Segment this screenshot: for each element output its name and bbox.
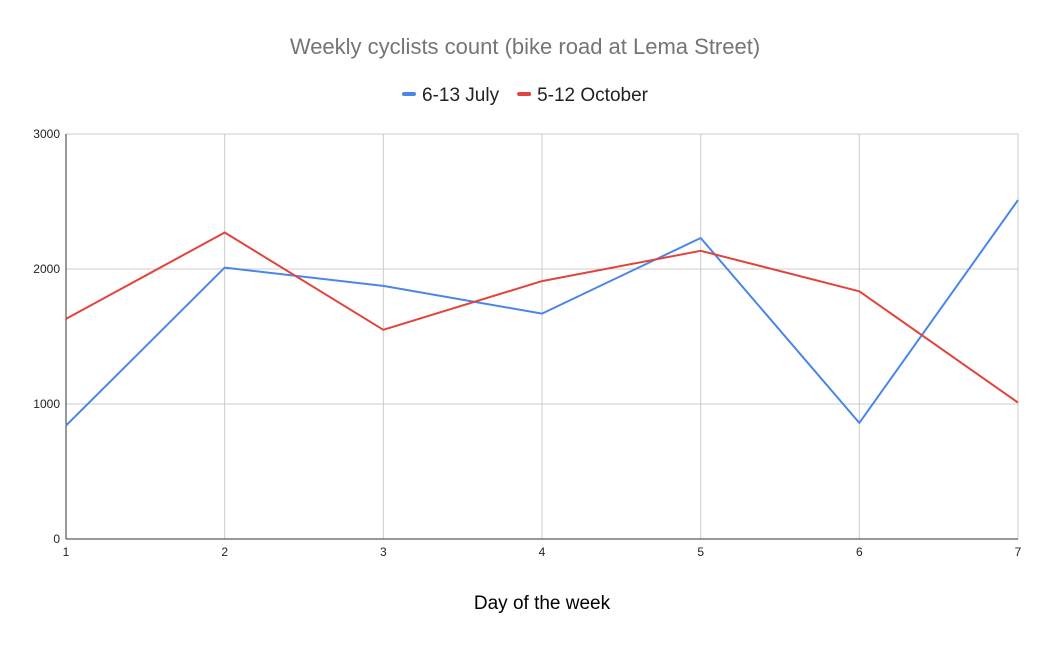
- y-tick-label: 0: [53, 532, 60, 546]
- legend-item-1: 6-13 July: [401, 85, 500, 106]
- x-tick-label: 3: [380, 545, 387, 559]
- x-tick-label: 5: [697, 545, 704, 559]
- x-axis-ticks: 1 2 3 4 5 6 7: [63, 545, 1022, 559]
- series-line-1: [65, 199, 1019, 427]
- legend-item-2: 5-12 October: [517, 85, 649, 106]
- legend-label: 5-12 October: [537, 85, 649, 106]
- y-axis-ticks: 0 1000 2000 3000: [33, 127, 60, 546]
- legend: 6-13 July 5-12 October: [401, 85, 649, 106]
- axes: [65, 134, 1018, 540]
- y-tick-label: 3000: [33, 127, 60, 141]
- legend-label: 6-13 July: [422, 85, 500, 106]
- x-tick-label: 2: [221, 545, 228, 559]
- series-line-2: [65, 231, 1019, 404]
- legend-swatch: [517, 92, 532, 96]
- y-tick-label: 2000: [33, 262, 60, 276]
- x-tick-label: 4: [539, 545, 546, 559]
- x-tick-label: 6: [856, 545, 863, 559]
- gridlines: [66, 133, 1019, 539]
- y-tick-label: 1000: [33, 397, 60, 411]
- legend-swatch: [401, 92, 416, 96]
- x-tick-label: 1: [63, 545, 70, 559]
- x-axis-label: Day of the week: [474, 593, 611, 614]
- series-lines: [65, 199, 1019, 427]
- chart-title: Weekly cyclists count (bike road at Lema…: [290, 34, 760, 59]
- x-tick-label: 7: [1015, 545, 1022, 559]
